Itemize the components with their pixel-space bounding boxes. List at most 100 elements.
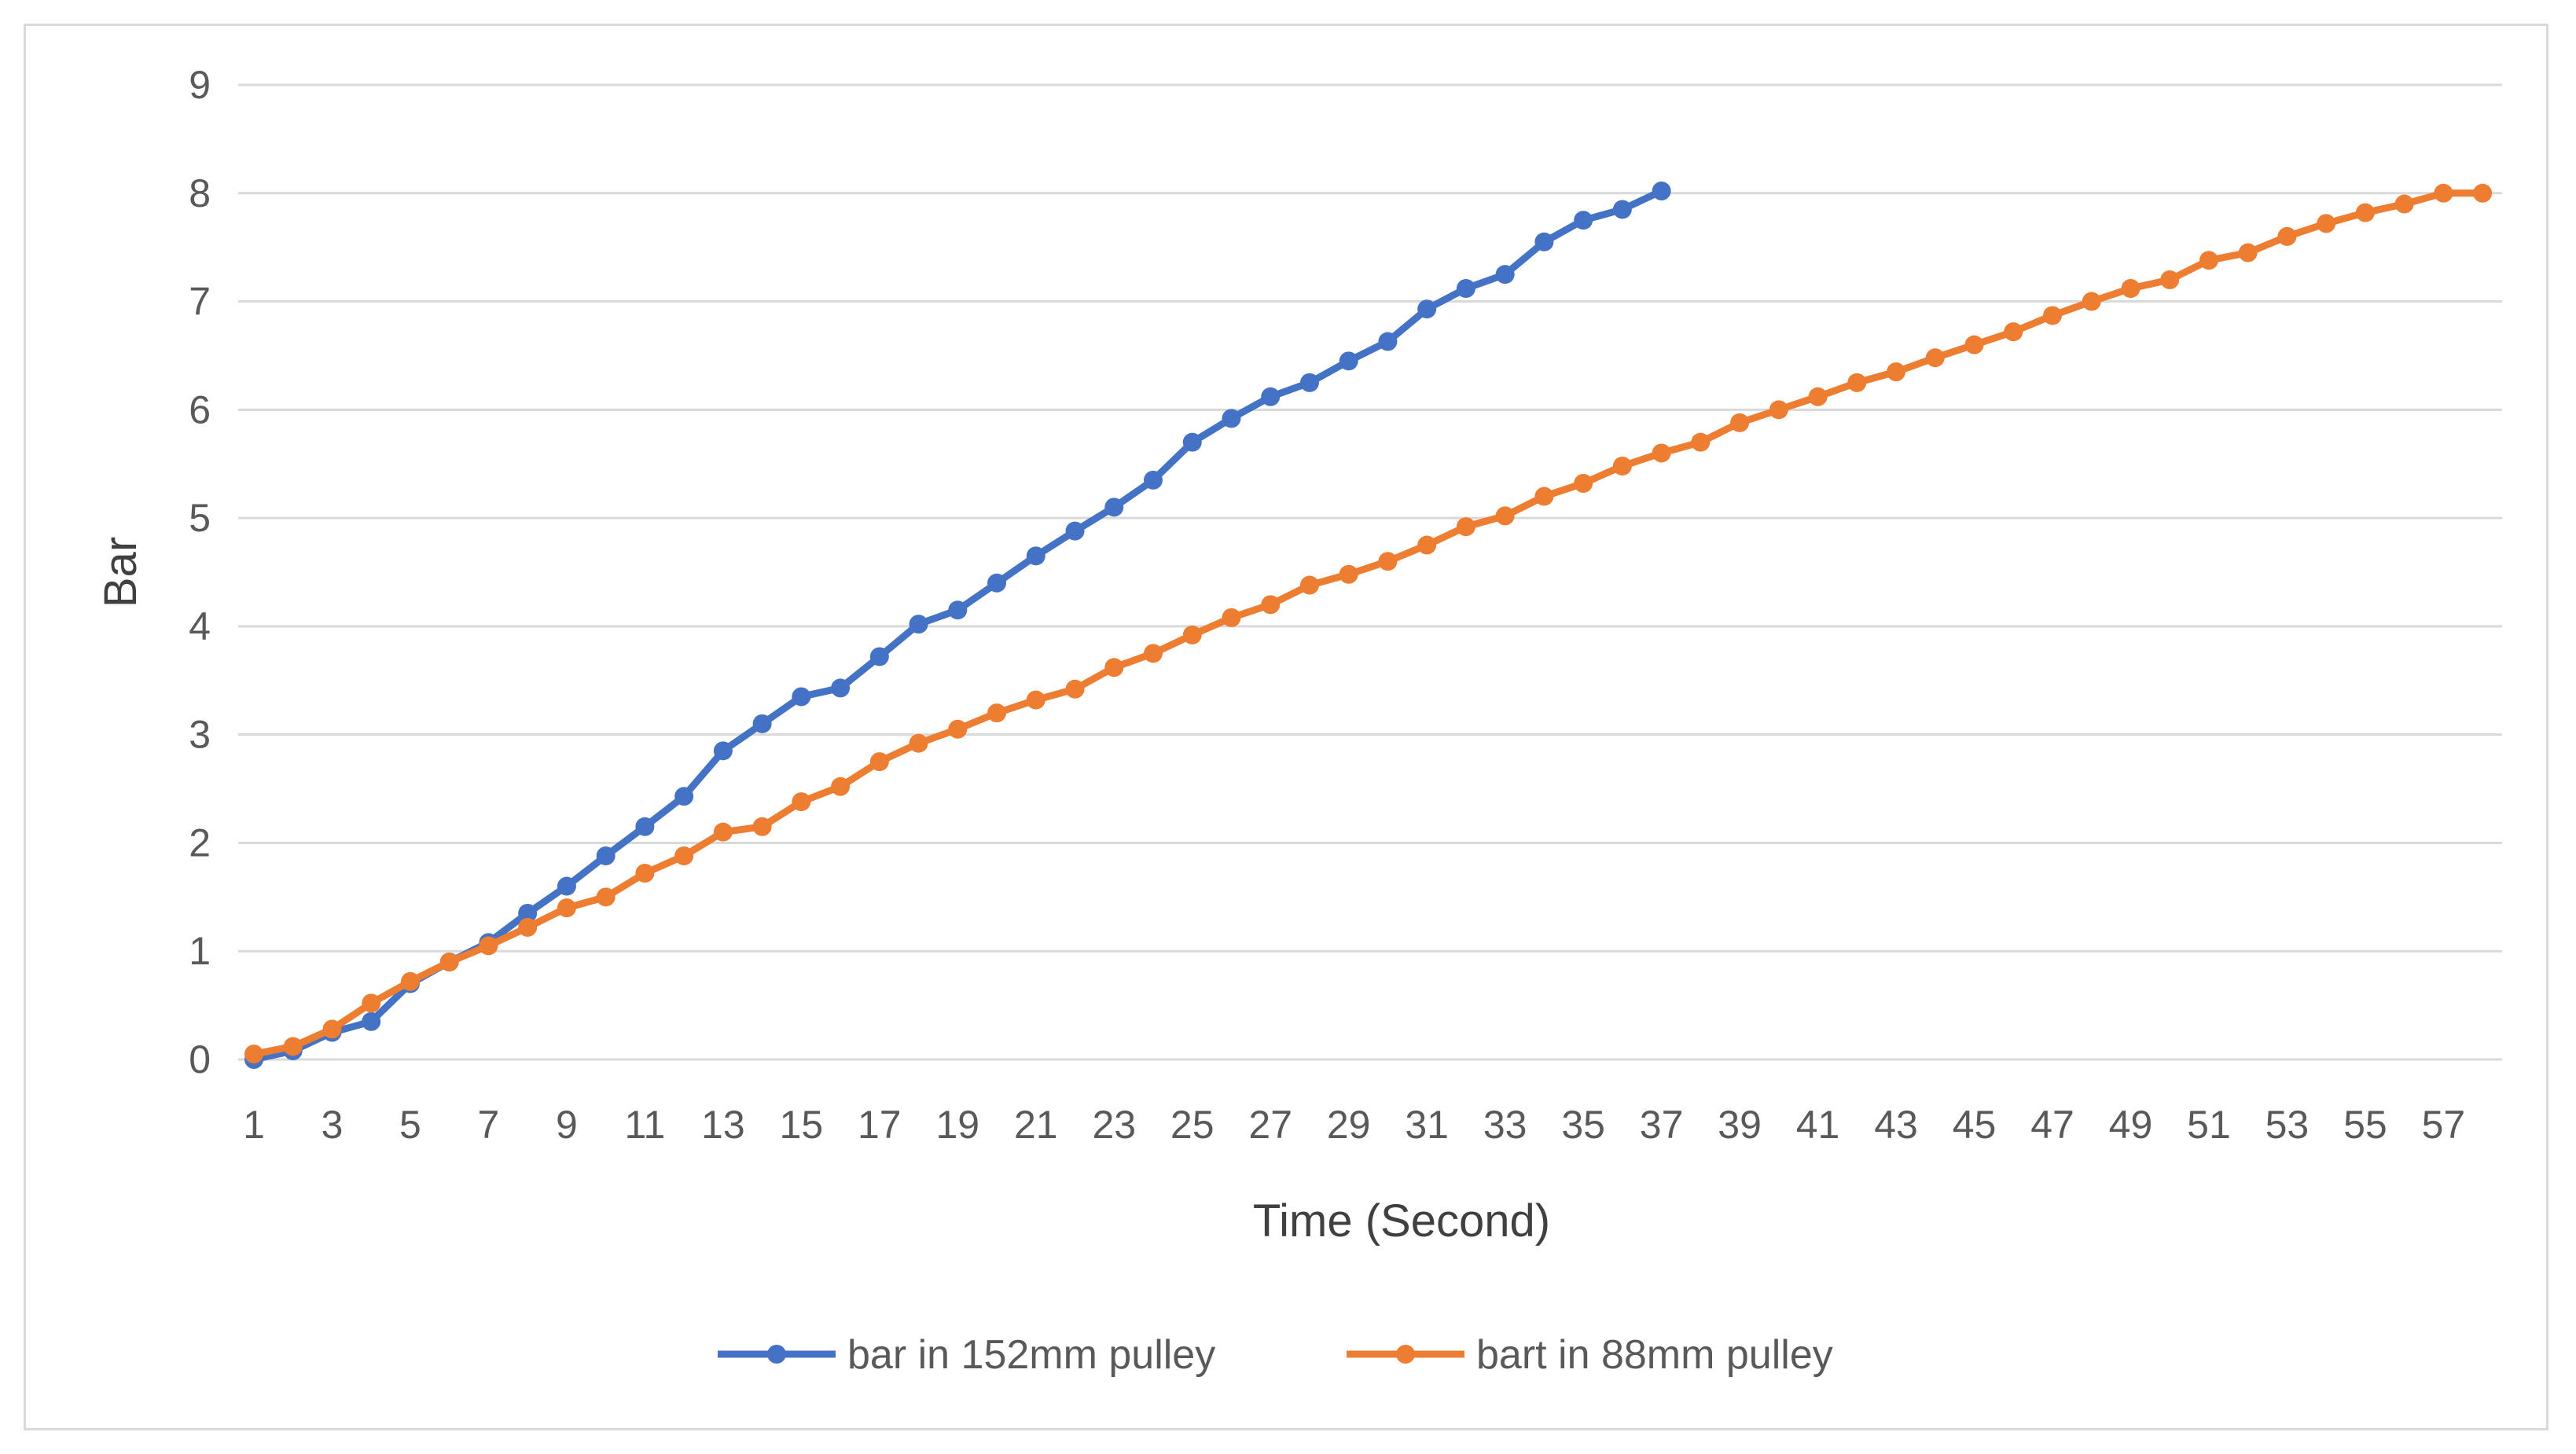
x-tick-label: 1 [243, 1103, 265, 1147]
x-tick-label: 45 [1953, 1103, 1997, 1147]
data-point [1534, 487, 1554, 506]
data-point [1652, 443, 1671, 463]
x-tick-label: 27 [1248, 1103, 1292, 1147]
y-tick-label: 6 [189, 387, 211, 431]
x-tick-label: 29 [1327, 1103, 1371, 1147]
data-point [2121, 279, 2141, 299]
data-point [1769, 400, 1788, 420]
y-tick-label: 8 [189, 171, 211, 215]
series-lines [244, 182, 2493, 1069]
data-point [674, 787, 694, 806]
data-point [362, 993, 381, 1013]
data-point [635, 817, 655, 836]
data-point [792, 687, 811, 707]
data-point [909, 615, 928, 634]
data-point [1261, 387, 1281, 406]
data-point [987, 703, 1007, 723]
x-tick-label: 43 [1874, 1103, 1918, 1147]
x-tick-label: 47 [2030, 1103, 2074, 1147]
data-point [1887, 362, 1906, 382]
x-tick-label: 25 [1170, 1103, 1215, 1147]
y-tick-label: 4 [189, 604, 211, 648]
data-point [1104, 498, 1124, 517]
data-point [1378, 552, 1398, 571]
x-tick-label: 31 [1405, 1103, 1449, 1147]
data-point [1456, 279, 1475, 299]
data-point [713, 822, 733, 842]
x-tick-label: 17 [858, 1103, 902, 1147]
x-tick-label: 55 [2343, 1103, 2387, 1147]
data-point [831, 777, 851, 796]
x-tick-label: 5 [399, 1103, 421, 1147]
x-tick-label: 51 [2187, 1103, 2231, 1147]
x-tick-label: 49 [2109, 1103, 2153, 1147]
legend-label: bar in 152mm pulley [847, 1332, 1215, 1378]
x-tick-label: 11 [624, 1103, 665, 1147]
data-point [1182, 432, 1202, 452]
data-point [1339, 351, 1358, 371]
x-tick-label: 9 [556, 1103, 578, 1147]
data-point [1026, 690, 1045, 710]
data-point [1925, 348, 1945, 368]
series-line [253, 189, 2483, 1058]
data-point [439, 953, 459, 971]
y-tick-label: 0 [189, 1037, 211, 1081]
data-point [909, 733, 928, 753]
x-tick-label: 15 [780, 1103, 824, 1147]
data-point [831, 678, 851, 698]
data-point [1378, 332, 1398, 351]
data-point [987, 573, 1007, 593]
data-point [1222, 608, 1241, 627]
x-tick-label: 35 [1561, 1103, 1605, 1147]
data-point [752, 714, 772, 733]
data-point [479, 936, 498, 956]
x-tick-label: 7 [478, 1103, 500, 1147]
data-point [1652, 182, 1671, 201]
data-point [1261, 595, 1281, 615]
data-point [596, 887, 616, 907]
legend: bar in 152mm pulley bart in 88mm pulley [718, 1332, 1833, 1378]
data-point [596, 846, 616, 865]
data-point [2355, 203, 2375, 222]
data-point [2434, 183, 2453, 203]
data-point [1339, 564, 1358, 584]
data-point [2199, 251, 2218, 270]
data-point [1299, 575, 1319, 595]
x-tick-label: 23 [1092, 1103, 1136, 1147]
data-point [2473, 183, 2493, 203]
x-tick-label: 33 [1483, 1103, 1527, 1147]
data-point [1065, 521, 1085, 541]
data-point [557, 898, 576, 918]
data-point [244, 1045, 263, 1064]
data-point [635, 864, 655, 883]
legend-marker [767, 1345, 786, 1364]
data-point [2043, 306, 2062, 325]
data-point [1730, 413, 1750, 432]
x-axis-title: Time (Second) [1253, 1195, 1550, 1247]
x-tick-label: 57 [2422, 1103, 2466, 1147]
data-point [2394, 194, 2414, 214]
y-tick-label: 5 [189, 496, 211, 540]
data-point [283, 1037, 303, 1056]
data-point [1574, 211, 1593, 230]
data-point [557, 876, 576, 896]
data-point [362, 1012, 381, 1031]
data-point [948, 600, 968, 620]
data-point [2160, 270, 2180, 289]
data-point [518, 917, 538, 937]
data-point [1847, 373, 1867, 392]
gridlines [238, 83, 2502, 1061]
data-point [2004, 322, 2023, 342]
data-point [674, 846, 694, 865]
data-point [1417, 535, 1437, 555]
x-tick-label: 39 [1718, 1103, 1762, 1147]
legend-label: bart in 88mm pulley [1476, 1332, 1833, 1378]
y-axis-ticks: 0 1 2 3 4 5 6 7 8 9 [189, 63, 211, 1081]
data-point [1964, 335, 1984, 354]
data-point [948, 719, 968, 739]
data-point [2238, 243, 2258, 263]
data-point [2277, 226, 2297, 246]
data-point [1574, 474, 1593, 494]
data-point [1182, 625, 1202, 644]
